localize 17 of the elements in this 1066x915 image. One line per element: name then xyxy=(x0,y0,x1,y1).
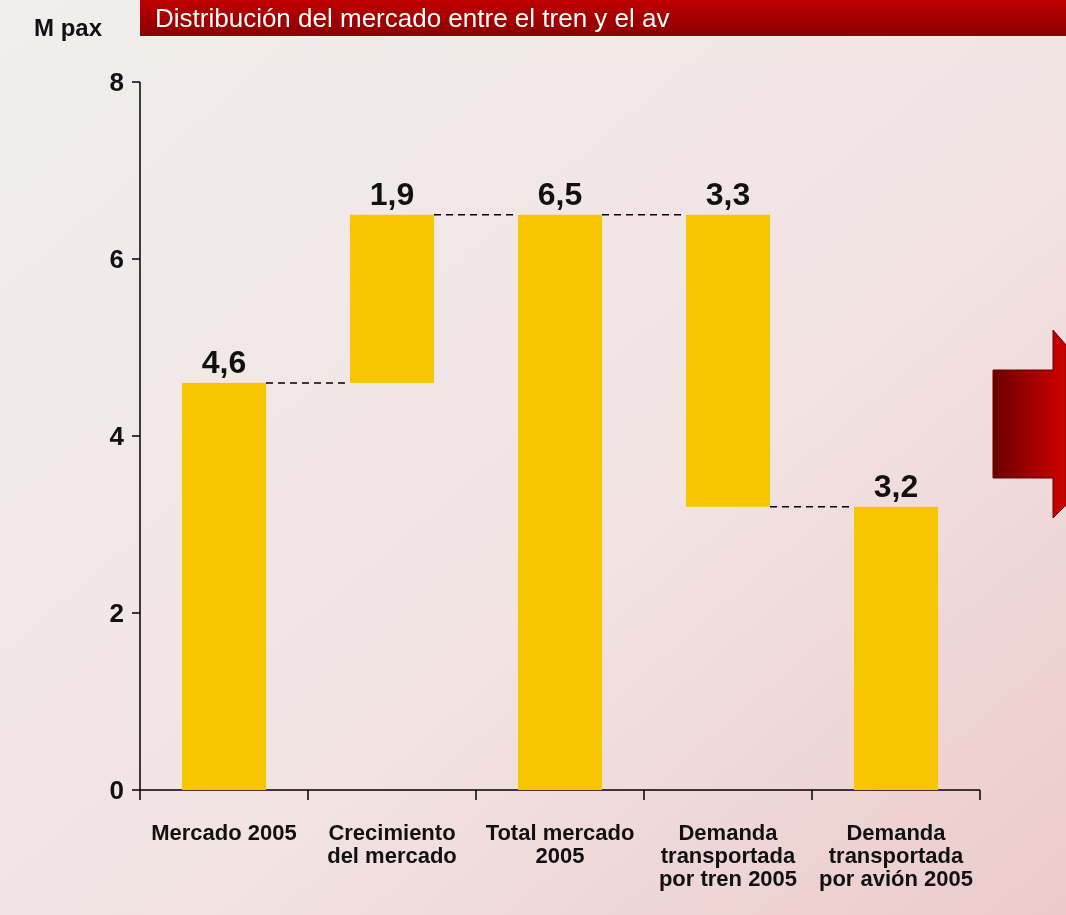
data-label: 4,6 xyxy=(201,343,247,380)
y-tick-label: 8 xyxy=(109,67,124,97)
y-axis-title: M pax xyxy=(33,14,103,41)
x-tick-label: Demanda transportada por tren 2005 xyxy=(658,820,798,891)
y-tick-label: 4 xyxy=(109,421,125,451)
y-tick-label: 2 xyxy=(109,598,124,628)
x-tick-label: Total mercado 2005 xyxy=(485,820,635,868)
x-tick-label: Crecimiento del mercado xyxy=(327,820,457,868)
data-label: 3,2 xyxy=(873,467,919,504)
chart-title: Distribución del mercado entre el tren y el av xyxy=(155,3,670,33)
x-tick-label: Demanda transportada por avión 2005 xyxy=(818,820,974,891)
data-label: 3,3 xyxy=(705,175,751,212)
data-label: 6,5 xyxy=(537,175,583,212)
y-tick-label: 6 xyxy=(109,244,124,274)
data-label: 1,9 xyxy=(369,175,415,212)
x-tick-label: Mercado 2005 xyxy=(151,820,297,845)
y-tick-label: 0 xyxy=(109,775,124,805)
